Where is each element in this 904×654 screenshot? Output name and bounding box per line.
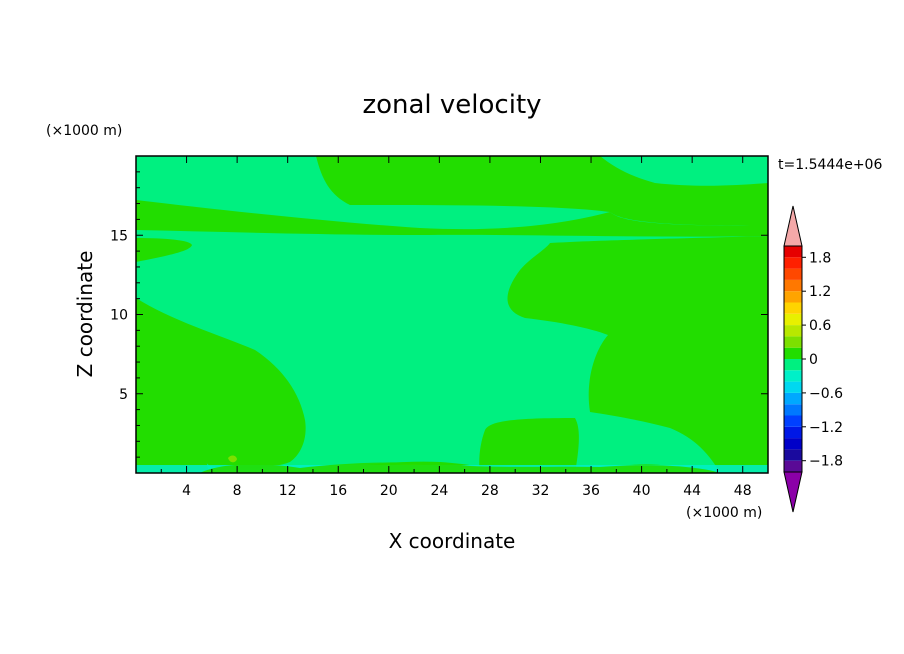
- colorbar-swatch: [784, 246, 802, 258]
- x-tick-label: 24: [430, 483, 448, 499]
- colorbar-swatch: [784, 381, 802, 393]
- colorbar-label: −0.6: [809, 386, 843, 402]
- colorbar-swatch: [784, 426, 802, 439]
- colorbar-swatch: [784, 336, 802, 348]
- contour-region-bottom-center: [479, 418, 579, 473]
- contour-region-small-patch: [228, 455, 237, 463]
- colorbar-swatch: [784, 257, 802, 269]
- contour-region-upper-left: [136, 200, 768, 237]
- colorbar-label: −1.8: [809, 454, 843, 470]
- colorbar-swatch: [784, 449, 802, 461]
- x-tick-label: 12: [279, 483, 297, 499]
- colorbar-label: 0.6: [809, 318, 831, 334]
- x-tick-label: 28: [481, 483, 499, 499]
- x-axis-label: X coordinate: [389, 529, 516, 553]
- x-tick-label: 44: [683, 483, 701, 499]
- colorbar: 1.8 1.2 0.6 0 −0.6 −1.2 −1.8: [783, 205, 843, 513]
- contour-region-right: [507, 236, 768, 473]
- contour-region-left-tongue: [136, 238, 192, 262]
- colorbar-under-triangle: [783, 471, 803, 513]
- y-axis-label: Z coordinate: [73, 251, 97, 378]
- colorbar-swatch: [784, 460, 802, 472]
- colorbar-swatch: [784, 415, 802, 427]
- x-tick-label: 36: [582, 483, 600, 499]
- colorbar-label: 1.2: [809, 284, 831, 300]
- colorbar-swatch: [784, 404, 802, 416]
- contour-region-top-middle: [316, 156, 768, 226]
- colorbar-swatch: [784, 392, 802, 405]
- contour-region-surface-strip-overlay: [200, 462, 720, 473]
- colorbar-swatch: [784, 291, 802, 303]
- colorbar-label: 1.8: [809, 250, 831, 266]
- plot-area: [135, 155, 769, 474]
- colorbar-swatch: [784, 359, 802, 371]
- chart-title: zonal velocity: [362, 90, 541, 120]
- colorbar-swatch: [784, 313, 802, 326]
- colorbar-swatch: [784, 268, 802, 280]
- x-unit-label: (×1000 m): [686, 505, 762, 521]
- y-axis: 5 10 15: [110, 171, 768, 458]
- colorbar-swatch: [784, 370, 802, 382]
- colorbar-swatch: [784, 438, 802, 450]
- colorbar-label: 0: [809, 352, 818, 368]
- contour-region-left: [136, 298, 306, 473]
- x-tick-label: 48: [734, 483, 752, 499]
- y-tick-label: 10: [110, 308, 128, 324]
- x-tick-label: 20: [380, 483, 398, 499]
- colorbar-swatch: [784, 279, 802, 292]
- y-tick-label: 15: [110, 228, 128, 244]
- x-tick-label: 4: [182, 483, 191, 499]
- colorbar-swatch: [784, 302, 802, 314]
- y-tick-label: 5: [119, 387, 128, 403]
- y-unit-label: (×1000 m): [46, 123, 122, 139]
- x-tick-label: 16: [329, 483, 347, 499]
- colorbar-label: −1.2: [809, 420, 843, 436]
- colorbar-swatch: [784, 325, 802, 337]
- time-label: t=1.5444e+06: [778, 157, 882, 173]
- x-tick-label: 32: [532, 483, 550, 499]
- x-tick-label: 40: [633, 483, 651, 499]
- x-axis: 4 8 12 16 20 24 28 32 36 40 44 48: [160, 156, 752, 499]
- colorbar-over-triangle: [783, 205, 803, 247]
- colorbar-swatch: [784, 347, 802, 359]
- x-tick-label: 8: [233, 483, 242, 499]
